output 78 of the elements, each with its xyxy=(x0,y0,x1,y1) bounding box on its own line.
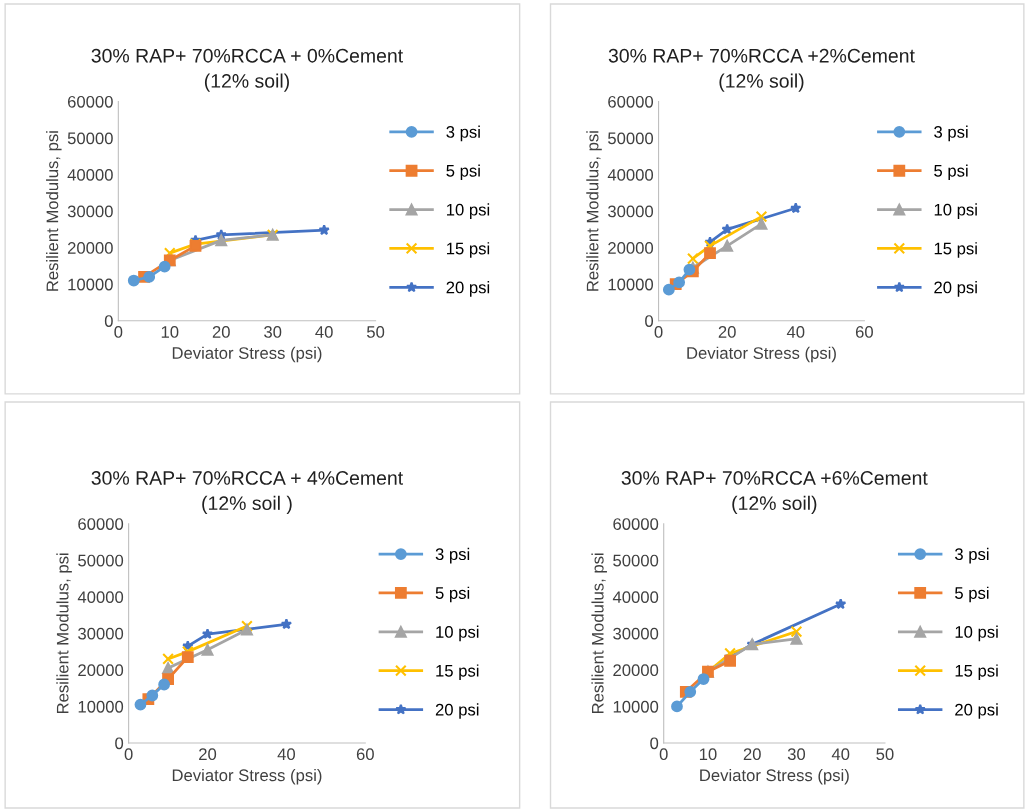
chart-title: 30% RAP+ 70%RCCA +6%Cement (12% soil) xyxy=(621,471,928,514)
y-tick-label: 60000 xyxy=(78,518,124,530)
y-tick-label: 0 xyxy=(115,737,124,750)
x-tick-label: 60 xyxy=(855,326,873,338)
legend-label: 3 psi xyxy=(446,125,480,142)
legend-label: 20 psi xyxy=(934,281,977,297)
x-tick-label: 10 xyxy=(699,748,717,761)
legend-label: 15 psi xyxy=(447,242,490,258)
legend-label: 20 psi xyxy=(955,703,998,719)
y-tick-label: 10000 xyxy=(68,278,113,291)
y-axis-title: Resilient Modulus, psi xyxy=(46,131,62,291)
y-tick-label: 30000 xyxy=(613,627,659,640)
legend-label: 15 psi xyxy=(934,242,977,258)
y-tick-label: 10000 xyxy=(608,278,654,291)
x-tick-label: 30 xyxy=(787,748,806,761)
x-tick-label: 30 xyxy=(264,326,282,338)
x-tick-label: 0 xyxy=(659,748,668,761)
x-tick-label: 20 xyxy=(212,326,230,338)
legend-label: 5 psi xyxy=(934,164,968,181)
y-tick-label: 20000 xyxy=(78,664,124,677)
legend-label: 5 psi xyxy=(435,586,470,603)
x-axis-title: Deviator Stress (psi) xyxy=(172,346,322,363)
y-tick-label: 40000 xyxy=(77,591,124,604)
legend-label: 20 psi xyxy=(435,703,479,719)
x-axis-title: Deviator Stress (psi) xyxy=(700,768,849,785)
legend-label: 10 psi xyxy=(955,625,998,642)
x-tick-label: 10 xyxy=(161,326,179,338)
y-tick-label: 50000 xyxy=(78,554,124,567)
legend-label: 20 psi xyxy=(446,281,490,297)
y-tick-label: 30000 xyxy=(607,205,654,218)
y-tick-label: 20000 xyxy=(608,242,654,254)
x-tick-label: 40 xyxy=(831,748,850,761)
y-tick-label: 30000 xyxy=(67,205,113,218)
legend-label: 10 psi xyxy=(934,203,977,219)
x-tick-label: 20 xyxy=(199,748,217,761)
y-tick-label: 20000 xyxy=(613,664,659,677)
y-tick-label: 40000 xyxy=(612,591,659,604)
y-tick-label: 40000 xyxy=(67,168,113,181)
x-axis-title: Deviator Stress (psi) xyxy=(172,768,322,785)
y-tick-label: 0 xyxy=(104,315,113,327)
y-tick-label: 60000 xyxy=(608,95,654,108)
legend-label: 10 psi xyxy=(447,203,490,219)
y-tick-label: 40000 xyxy=(607,168,654,181)
legend-label: 3 psi xyxy=(955,547,989,564)
y-tick-label: 0 xyxy=(650,737,659,750)
x-axis-title: Deviator Stress (psi) xyxy=(687,346,836,363)
legend-label: 15 psi xyxy=(436,664,479,680)
y-tick-label: 60000 xyxy=(67,95,113,108)
y-tick-label: 30000 xyxy=(78,627,124,640)
x-tick-label: 60 xyxy=(356,748,374,761)
x-tick-label: 50 xyxy=(366,326,385,338)
chart-title: 30% RAP+ 70%RCCA +2%Cement (12% soil) xyxy=(608,48,915,92)
x-tick-label: 20 xyxy=(743,748,761,761)
y-tick-label: 50000 xyxy=(613,554,659,567)
x-tick-label: 40 xyxy=(315,326,333,338)
x-tick-label: 50 xyxy=(876,748,894,761)
legend-label: 5 psi xyxy=(446,164,480,181)
chart-title: 30% RAP+ 70%RCCA + 4%Cement (12% soil ) xyxy=(91,471,403,514)
legend-label: 10 psi xyxy=(436,625,479,642)
legend-label: 3 psi xyxy=(934,125,968,142)
x-tick-label: 0 xyxy=(124,748,133,761)
y-axis-title: Resilient Modulus, psi xyxy=(56,553,72,714)
y-tick-label: 10000 xyxy=(613,700,659,713)
y-tick-label: 60000 xyxy=(613,518,659,530)
y-axis-title: Resilient Modulus, psi xyxy=(586,131,602,291)
x-tick-label: 40 xyxy=(277,748,296,761)
legend-label: 5 psi xyxy=(955,586,989,603)
x-tick-label: 40 xyxy=(786,326,805,338)
chart-title: 30% RAP+ 70%RCCA + 0%Cement (12% soil) xyxy=(91,48,403,92)
legend-label: 3 psi xyxy=(435,547,470,564)
legend-label: 15 psi xyxy=(955,664,998,680)
y-axis-title: Resilient Modulus, psi xyxy=(591,553,607,714)
y-tick-label: 50000 xyxy=(67,132,113,145)
y-tick-label: 50000 xyxy=(608,132,654,145)
x-tick-label: 20 xyxy=(718,326,736,338)
y-tick-label: 10000 xyxy=(78,700,124,713)
y-tick-label: 0 xyxy=(645,315,654,327)
y-tick-label: 20000 xyxy=(67,242,113,254)
